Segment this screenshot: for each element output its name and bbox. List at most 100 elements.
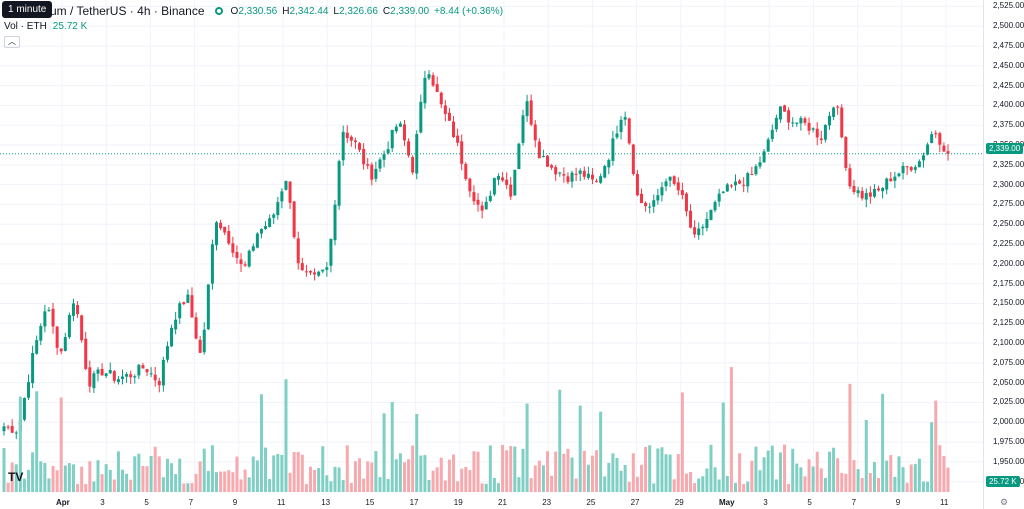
volume-bar [43, 462, 47, 492]
volume-bar [934, 400, 938, 492]
candle-body [566, 176, 570, 183]
candle-body [623, 117, 627, 120]
volume-label[interactable]: Vol · ETH [4, 21, 47, 32]
volume-bar [705, 468, 709, 492]
volume-bar [603, 476, 607, 492]
volume-bar [353, 461, 357, 492]
volume-bar [447, 459, 451, 492]
volume-bar [913, 463, 917, 492]
volume-bar [398, 453, 402, 492]
volume-bar [88, 461, 92, 492]
time-tick-label: 29 [674, 498, 684, 507]
volume-bar [725, 475, 729, 492]
price-axis[interactable] [983, 0, 1024, 509]
price-tick-label: 2,250.00 [993, 219, 1024, 229]
price-tick-label: 2,075.00 [993, 357, 1024, 367]
candle-body [423, 77, 427, 104]
candle-body [76, 305, 80, 315]
volume-bar [362, 478, 366, 492]
candle-body [684, 193, 688, 212]
candle-body [6, 426, 10, 428]
volume-bar [22, 478, 26, 492]
candle-body [513, 169, 517, 196]
volume-bar [619, 470, 623, 492]
volume-bar [901, 467, 905, 492]
volume-bar [738, 453, 742, 492]
volume-bar [35, 391, 39, 492]
symbol-title[interactable]: um / TetherUS · 4h · Binance [50, 4, 205, 18]
volume-bar [435, 467, 439, 492]
candle-body [125, 374, 129, 377]
candle-body [92, 373, 96, 389]
candle-body [247, 250, 251, 267]
gear-icon[interactable]: ⚙ [1000, 497, 1009, 507]
candle-body [480, 205, 484, 211]
time-tick-label: 5 [144, 498, 149, 507]
candle-body [296, 238, 300, 264]
time-tick-label: 23 [542, 498, 552, 507]
candle-body [930, 134, 934, 144]
time-tick-label: 3 [763, 498, 768, 507]
candle-body [153, 374, 157, 381]
candle-body [917, 161, 921, 168]
volume-bar [358, 458, 362, 492]
volume-bar [153, 446, 157, 492]
volume-bar [374, 451, 378, 492]
volume-bar [844, 473, 848, 492]
candle-body [611, 138, 615, 161]
volume-bar [464, 466, 468, 492]
time-tick-label: 3 [100, 498, 105, 507]
candle-body [88, 367, 92, 387]
volume-bar [165, 458, 169, 492]
price-tick-label: 2,125.00 [993, 318, 1024, 328]
volume-bar [18, 396, 22, 492]
price-tick-label: 2,425.00 [993, 80, 1024, 90]
volume-bar [864, 419, 868, 492]
time-tick-label: 5 [807, 498, 812, 507]
volume-bar [170, 463, 174, 492]
candle-body [121, 376, 125, 380]
candle-body [533, 124, 537, 141]
candle-body [509, 184, 513, 197]
tradingview-logo-icon[interactable]: TV [8, 470, 24, 484]
candle-body [595, 180, 599, 182]
candle-body [946, 151, 950, 154]
collapse-legend-button[interactable]: ︿ [4, 36, 20, 48]
candle-body [701, 226, 705, 229]
candle-body [358, 143, 362, 150]
price-chart[interactable] [0, 0, 983, 509]
candle-body [182, 302, 186, 305]
time-tick-label: 7 [851, 498, 857, 507]
candle-body [881, 188, 885, 192]
candle-body [783, 105, 787, 112]
candle-body [63, 337, 67, 352]
volume-bar [304, 483, 308, 492]
volume-bar [386, 479, 390, 492]
volume-bar [713, 467, 717, 492]
volume-bar [247, 477, 251, 492]
candle-body [415, 134, 419, 174]
candle-body [390, 129, 394, 149]
price-tick-label: 2,400.00 [993, 100, 1024, 110]
candle-body [308, 271, 312, 273]
volume-bar [599, 411, 603, 492]
volume-bar [868, 473, 872, 492]
volume-bar [799, 467, 803, 492]
candle-body [456, 135, 460, 143]
volume-bar [59, 397, 63, 492]
candle-body [268, 218, 272, 227]
price-tick-label: 2,050.00 [993, 377, 1024, 387]
candle-body [439, 92, 443, 105]
chart-legend: um / TetherUS · 4h · Binance O2,330.56 H… [0, 0, 700, 22]
candle-body [251, 246, 255, 251]
candle-body [537, 141, 541, 159]
volume-bar [219, 471, 223, 492]
volume-bar [231, 472, 235, 492]
candle-body [468, 178, 472, 192]
candle-body [329, 238, 333, 266]
volume-bar [607, 462, 611, 492]
high-value: 2,342.44 [289, 5, 329, 17]
candle-body [697, 228, 701, 236]
candle-body [546, 155, 550, 167]
candle-body [635, 173, 639, 196]
